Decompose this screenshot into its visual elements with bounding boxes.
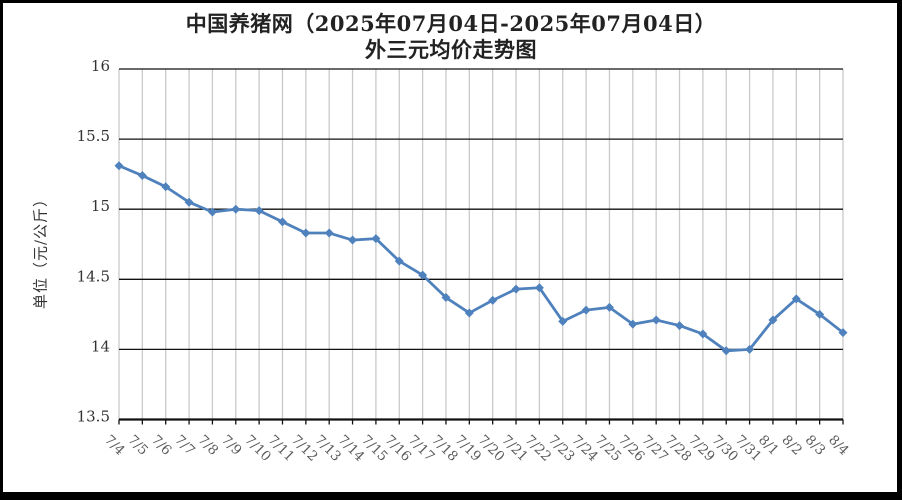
x-tick-label: 8/2 [778,432,805,459]
data-point-marker [348,235,358,245]
x-tick-label: 7/10 [241,432,274,465]
data-point-marker [651,315,661,325]
x-tick-label: 7/9 [218,432,245,459]
data-point-marker [277,217,287,227]
data-point-marker [534,283,544,293]
data-point-marker [254,206,264,216]
data-point-marker [768,315,778,325]
data-point-marker [184,197,194,207]
data-point-marker [324,228,334,238]
data-point-marker [511,284,521,294]
data-point-marker [137,171,147,181]
y-tick-label: 14 [91,337,110,355]
x-tick-label: 7/8 [195,432,222,459]
x-tick-label: 8/4 [825,432,852,459]
data-point-marker [721,346,731,356]
data-point-marker [231,204,241,214]
data-point-marker [604,302,614,312]
data-point-marker [394,256,404,266]
x-tick-label: 7/6 [148,432,175,459]
data-point-marker [418,270,428,280]
data-point-marker [161,182,171,192]
x-tick-label: 8/3 [802,432,829,459]
data-point-marker [581,305,591,315]
data-point-marker [488,295,498,305]
data-point-marker [301,228,311,238]
chart-title: 中国养猪网（2025年07月04日-2025年07月04日） [185,11,717,36]
y-tick-label: 15.5 [77,127,110,145]
data-point-marker [464,308,474,318]
data-point-marker [675,321,685,331]
data-point-marker [698,329,708,339]
y-tick-label: 14.5 [77,267,110,285]
x-tick-label: 7/5 [125,432,152,459]
data-point-marker [207,207,217,217]
data-point-marker [558,316,568,326]
data-point-marker [791,294,801,304]
data-point-marker [371,234,381,244]
data-point-marker [745,344,755,354]
x-tick-label: 7/4 [101,432,128,459]
data-point-marker [628,319,638,329]
x-tick-label: 7/7 [171,432,198,459]
data-point-marker [441,293,451,303]
y-tick-label: 16 [91,57,110,75]
chart-subtitle: 外三元均价走势图 [365,37,537,62]
price-line [117,164,845,353]
y-tick-label: 13.5 [77,408,110,426]
data-point-marker [838,328,848,338]
data-point-marker [815,309,825,319]
y-tick-label: 15 [91,197,110,215]
data-point-marker [114,161,124,171]
